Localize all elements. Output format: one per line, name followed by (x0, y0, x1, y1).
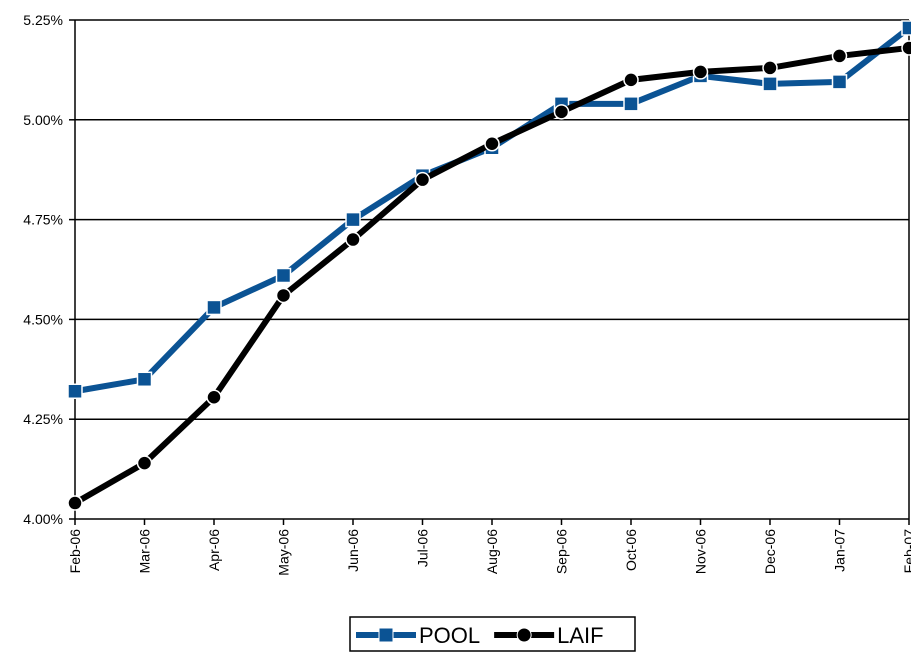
x-tick-label: Apr-06 (206, 529, 222, 571)
x-tick-label: Mar-06 (137, 529, 153, 574)
legend-marker (516, 627, 532, 643)
marker (345, 231, 361, 248)
legend-label: LAIF (557, 623, 603, 648)
y-tick-label: 4.25% (23, 411, 63, 427)
x-tick-label: Oct-06 (623, 529, 639, 571)
x-tick-label: Sep-06 (554, 529, 570, 574)
marker (206, 299, 222, 316)
marker (345, 211, 361, 228)
marker (901, 40, 911, 56)
marker (136, 371, 153, 388)
marker (692, 64, 709, 80)
y-tick-label: 4.50% (23, 311, 63, 327)
x-tick-label: May-06 (276, 529, 292, 576)
marker (275, 287, 292, 304)
marker (553, 104, 570, 120)
legend: POOL LAIF (349, 616, 636, 652)
y-tick-label: 5.00% (23, 112, 63, 128)
marker (623, 72, 639, 88)
x-tick-label: Jun-06 (345, 529, 361, 572)
marker (762, 60, 778, 76)
series-line (74, 25, 911, 395)
marker (67, 383, 83, 400)
x-tick-label: Dec-06 (762, 529, 778, 574)
marker (831, 74, 848, 90)
marker (136, 455, 153, 471)
y-tick-label: 4.00% (23, 511, 63, 527)
x-tick-label: Jan-07 (832, 529, 848, 572)
y-tick-label: 5.25% (23, 12, 63, 28)
marker (831, 48, 848, 64)
x-tick-label: Feb-07 (901, 529, 911, 574)
marker (275, 267, 292, 284)
marker (484, 136, 500, 152)
x-tick-label: Feb-06 (67, 529, 83, 574)
marker (206, 389, 222, 405)
series-line (73, 44, 910, 506)
marker (67, 495, 83, 511)
legend-label: POOL (419, 623, 480, 648)
x-tick-label: Nov-06 (693, 529, 709, 574)
legend-marker (378, 627, 394, 643)
marker (901, 20, 911, 36)
y-tick-label: 4.75% (23, 212, 63, 228)
x-tick-label: Jul-06 (415, 529, 431, 567)
marker (414, 171, 431, 188)
marker (623, 96, 639, 112)
marker (762, 76, 778, 92)
x-tick-label: Aug-06 (484, 529, 500, 574)
